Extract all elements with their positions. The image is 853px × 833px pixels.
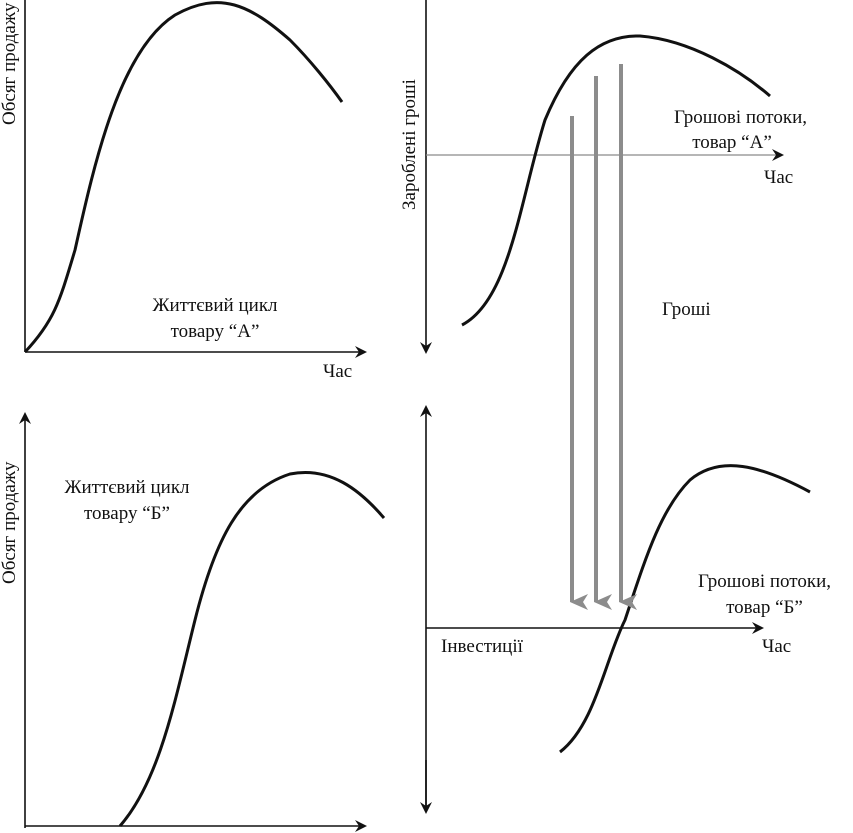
top-left-y-label: Обсяг продажу	[0, 2, 20, 125]
top-left-caption-2: товару “А”	[170, 321, 260, 342]
top-left-x-label: Час	[323, 361, 353, 382]
bottom-left-caption-2: товару “Б”	[84, 503, 170, 524]
top-right-caption-1: Грошові потоки,	[673, 107, 808, 128]
bottom-left-lifecycle-curve	[118, 471, 386, 827]
top-right-caption-2: товар “А”	[692, 132, 772, 153]
bottom-right-caption-2: товар “Б”	[726, 597, 803, 618]
money-label: Гроші	[662, 299, 711, 320]
top-left-caption-1: Життєвий цикл	[152, 295, 278, 316]
cashflow-b-curve	[559, 464, 811, 754]
top-right-x-label: Час	[764, 167, 794, 188]
top-right-y-label: Зароблені гроші	[399, 79, 420, 210]
investments-label: Інвестиції	[441, 636, 523, 657]
bottom-left-caption-1: Життєвий цикл	[64, 477, 190, 498]
top-left-lifecycle-curve	[23, 1, 344, 354]
bottom-right-caption-1: Грошові потоки,	[697, 571, 832, 592]
bottom-right-x-label: Час	[762, 636, 792, 657]
bottom-left-y-label: Обсяг продажу	[0, 461, 20, 584]
cashflow-a-curve	[461, 34, 771, 327]
